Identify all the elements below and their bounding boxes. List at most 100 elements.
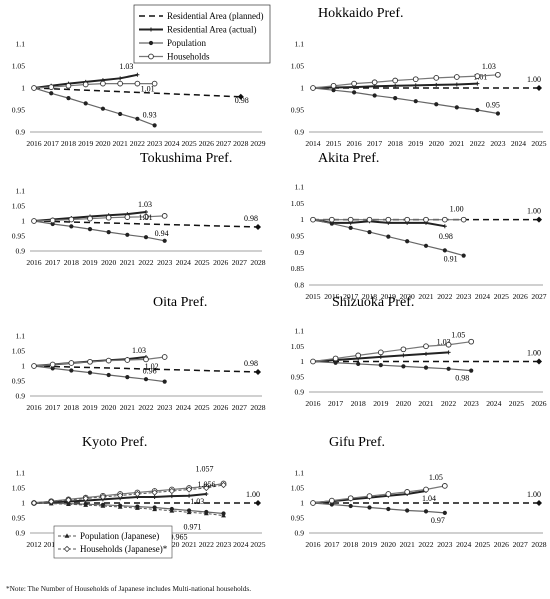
x-tick-label: 2023 [456,292,471,301]
x-tick-label: 2028 [531,540,546,549]
x-tick-label: 2022 [441,399,456,408]
data-point-households [433,75,440,81]
data-point-households_jp [203,484,210,492]
x-tick-label: 2017 [367,139,382,148]
y-tick-label: 1.1 [295,469,305,478]
y-tick-label: 0.9 [16,247,26,256]
data-point-population [351,90,357,95]
x-tick-label: 2024 [164,139,179,148]
data-point-population [106,230,111,235]
x-tick-label: 2025 [531,139,546,148]
data-point-households_jp [30,499,38,507]
y-tick-label: 1.1 [16,332,26,341]
legend-marker-population_jp [64,533,70,538]
data-point-households [143,213,149,220]
data-label-actual: 1.01 [473,73,487,82]
data-point-actual [446,350,451,355]
x-tick-label: 2017 [343,292,358,301]
x-tick-label: 2016 [305,399,320,408]
data-label-actual: 1.03 [138,200,152,209]
data-label-population: 0.98 [455,374,469,383]
data-point-actual [434,82,439,87]
x-tick-label: 2018 [61,139,76,148]
data-point-population [446,366,451,371]
data-point-population [66,96,71,101]
y-tick-label: 0.9 [16,128,26,137]
data-point-population_jp [66,501,71,506]
data-point-planned [255,500,261,506]
data-point-population [329,502,334,507]
legend-box [133,4,271,64]
data-point-households [347,216,354,223]
series-line-households [312,74,498,89]
data-label-planned: 1.00 [527,75,541,84]
y-tick-label: 1 [21,217,25,226]
data-point-households [423,343,429,350]
x-tick-label: 2018 [343,540,358,549]
data-label-households: 1.01 [141,85,155,94]
data-label-planned: 1.00 [527,207,541,216]
y-tick-label: 0.95 [12,232,25,241]
y-tick-label: 1.05 [291,199,304,208]
data-point-population_jp [100,503,106,508]
x-tick-label: 2021 [120,258,135,267]
legend-label-actual: Residential Area (actual) [167,25,256,35]
data-point-population [423,243,429,248]
chart-title: Gifu Pref. [329,435,385,450]
data-point-households [105,357,112,364]
data-point-households [385,491,392,497]
data-point-actual [204,492,209,496]
data-point-households [124,214,131,220]
chart-panel-6: Shizuoka Pref. 0.9 0.95 1 1.05 1.1 2016 2017 201… [291,295,547,408]
y-tick-label: 1.1 [295,183,305,192]
series-line-population [33,87,155,126]
x-tick-label: 2029 [250,139,265,148]
x-tick-label: 2022 [437,292,452,301]
data-point-households [310,85,316,91]
data-point-population [423,365,429,370]
data-label-actual: 1.03 [119,62,133,71]
data-point-households_jp [220,481,227,489]
x-tick-label: 2026 [213,258,228,267]
x-tick-label: 2021 [449,139,464,148]
data-point-population [143,235,149,240]
data-point-population [413,99,418,104]
chart-panel-2: Hokkaido Pref. 0.9 0.95 1 1.05 1.1 2014 2015 201… [291,6,547,148]
x-tick-label: 2024 [233,540,248,549]
y-tick-label: 0.9 [295,529,305,538]
data-point-households [366,216,373,223]
data-point-population [378,363,383,368]
data-point-households [371,79,378,86]
x-tick-label: 2022 [418,540,433,549]
data-point-actual [424,351,428,356]
x-tick-label: 2028 [250,258,265,267]
x-tick-label: 2022 [138,258,153,267]
y-tick-label: 1.1 [16,40,26,49]
data-point-population [118,111,123,117]
data-point-households [310,500,316,506]
x-tick-label: 2025 [509,399,524,408]
y-tick-label: 1 [21,84,25,93]
data-point-actual [144,210,148,214]
y-tick-label: 1.1 [295,40,305,49]
data-point-population [356,361,361,367]
data-point-population [367,505,372,510]
x-tick-label: 2027 [232,258,247,267]
x-tick-label: 2025 [181,139,196,148]
chart-title: Hokkaido Pref. [318,6,404,21]
data-point-households [134,80,141,87]
x-tick-label: 2019 [82,258,97,267]
y-tick-label: 1.05 [12,202,25,211]
series-line-actual [312,218,446,228]
x-tick-label: 2020 [101,403,116,412]
x-tick-label: 2028 [250,403,265,412]
data-point-planned [536,216,542,223]
data-point-population [100,106,106,111]
data-label-households: 1.02 [145,362,159,371]
data-point-households [143,356,149,363]
x-tick-label: 2025 [250,540,265,549]
x-tick-label: 2016 [324,292,339,301]
y-tick-label: 1.1 [16,187,26,196]
data-point-households [87,358,93,365]
data-point-households [124,357,131,363]
